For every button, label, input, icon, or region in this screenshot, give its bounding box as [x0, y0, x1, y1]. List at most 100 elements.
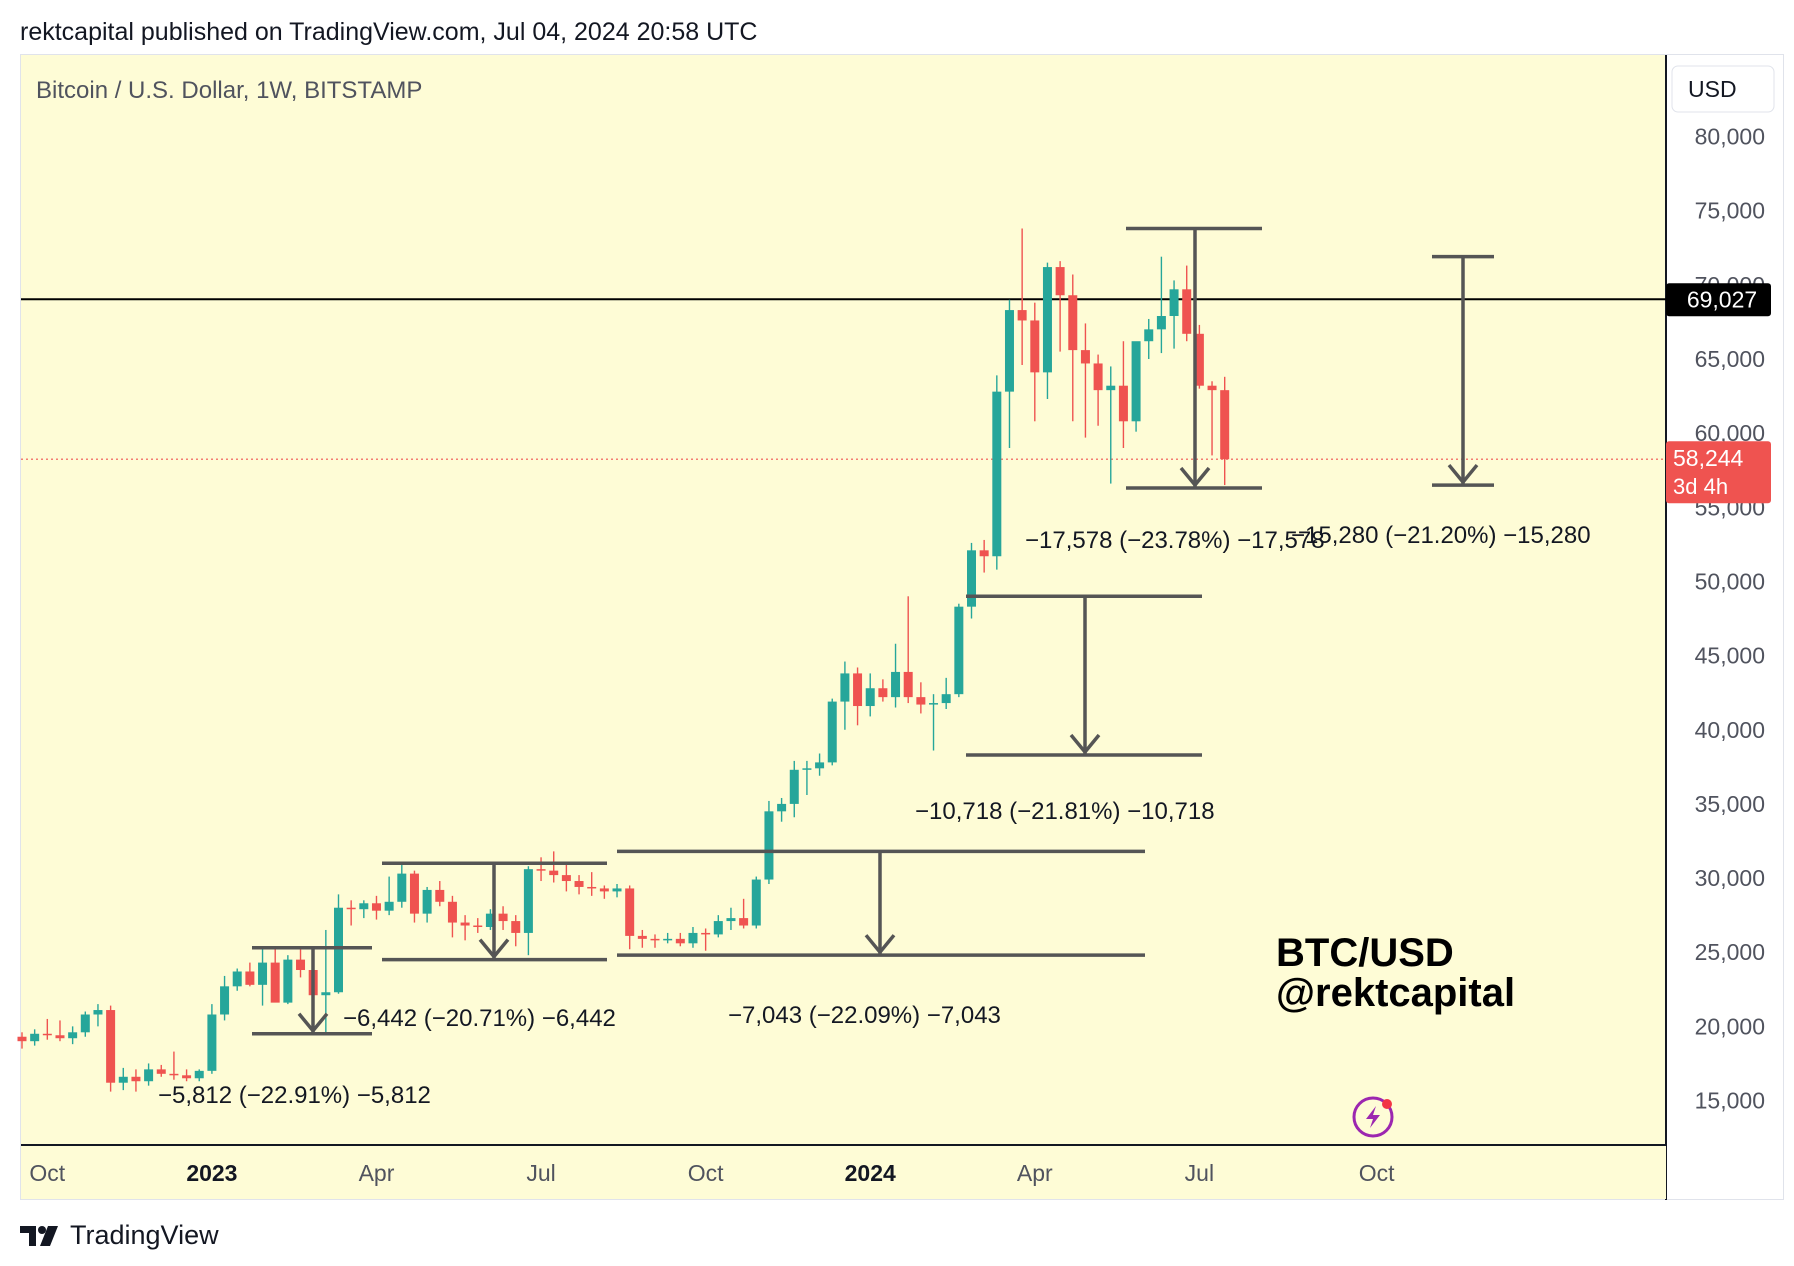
candle [536, 857, 546, 882]
range-arrow-head [297, 1012, 329, 1034]
candle-body [118, 1076, 128, 1083]
candle [891, 643, 901, 708]
candle-body [182, 1075, 192, 1079]
candle-body [397, 873, 407, 902]
last-price-badge-countdown: 3d 4h [1673, 474, 1728, 499]
candle [726, 907, 736, 930]
candle-body [599, 888, 609, 892]
candle-body [1017, 310, 1027, 321]
candle-body [929, 703, 939, 705]
candle [751, 876, 761, 929]
candle-body [561, 875, 571, 882]
candle-body [840, 673, 850, 702]
x-tick-label: 2023 [186, 1160, 237, 1186]
range-annotations: −5,812 (−22.91%) −5,812 −6,442 (−20.71%) … [158, 226, 1591, 1109]
candle-body [1182, 289, 1192, 334]
price-axis: 15,000 20,000 25,000 30,000 35,000 40,000 45,0… [1695, 124, 1765, 1114]
candle-body [941, 694, 951, 704]
candle [523, 866, 533, 956]
tradingview-footer[interactable]: TradingView [20, 1220, 219, 1251]
candle [941, 677, 951, 709]
candle [1004, 299, 1014, 448]
candle [878, 679, 888, 702]
candle [1106, 366, 1116, 484]
range-annotation[interactable]: −15,280 (−21.20%) −15,280 [1291, 254, 1591, 549]
candle [637, 929, 647, 948]
candle [409, 870, 419, 923]
range-label: −10,718 (−21.81%) −10,718 [915, 798, 1215, 825]
candle [17, 1032, 27, 1049]
candle [612, 883, 622, 898]
y-tick-label: 35,000 [1695, 791, 1765, 817]
x-tick-label: Apr [359, 1160, 395, 1186]
candle [1055, 261, 1065, 352]
candle-body [194, 1070, 204, 1079]
candle [283, 955, 293, 1005]
range-annotation[interactable]: −10,718 (−21.81%) −10,718 [915, 594, 1215, 825]
candle [1042, 262, 1052, 400]
y-tick-label: 20,000 [1695, 1013, 1765, 1039]
candle [1017, 228, 1027, 365]
candle-body [1080, 350, 1090, 364]
candle-body [536, 869, 546, 871]
candle-body [422, 889, 432, 914]
candle [296, 949, 306, 978]
candle-body [1131, 341, 1141, 422]
candle [384, 876, 394, 916]
candle-body [1093, 363, 1103, 391]
candle [903, 596, 913, 704]
candle [68, 1026, 78, 1045]
candle [979, 539, 989, 573]
candle [371, 895, 381, 920]
range-annotation[interactable]: −5,812 (−22.91%) −5,812 [158, 946, 431, 1109]
candle-body [878, 688, 888, 698]
range-annotation[interactable]: −17,578 (−23.78%) −17,578 [1025, 226, 1325, 554]
candle [460, 915, 470, 941]
candle-body [979, 550, 989, 557]
candle [827, 698, 837, 766]
y-tick-label: 45,000 [1695, 643, 1765, 669]
resistance-price-badge: 69,027 [1666, 283, 1771, 317]
candle-body [1156, 316, 1166, 330]
candle-body [574, 881, 584, 887]
footer-brand: TradingView [70, 1220, 219, 1250]
candle-body [1169, 289, 1179, 317]
candle [55, 1020, 65, 1042]
candle [435, 881, 445, 907]
candle-body [232, 971, 242, 987]
x-tick-label: Oct [688, 1160, 724, 1186]
candle-body [853, 673, 863, 707]
range-annotation[interactable]: −7,043 (−22.09%) −7,043 [617, 849, 1145, 1029]
candle [561, 861, 571, 892]
y-tick-label: 75,000 [1695, 198, 1765, 224]
publish-info: rektcapital published on TradingView.com… [20, 18, 758, 46]
candle-body [498, 913, 508, 922]
candle-body [473, 925, 483, 928]
candle [764, 800, 774, 884]
candle [1093, 354, 1103, 426]
lightning-icon[interactable] [1352, 1096, 1394, 1138]
currency-button[interactable]: USD [1671, 65, 1775, 113]
candle-body [447, 901, 457, 923]
candle-body [30, 1033, 40, 1042]
resistance-badge-label: 69,027 [1687, 286, 1757, 312]
candle-body [625, 888, 635, 936]
candle-body [701, 932, 711, 935]
range-annotation[interactable]: −6,442 (−20.71%) −6,442 [343, 861, 616, 1032]
candle [574, 875, 584, 895]
candle [1207, 381, 1217, 456]
candle [422, 886, 432, 923]
candle [701, 928, 711, 951]
time-axis-background [21, 1146, 1666, 1199]
candle-body [903, 671, 913, 698]
candle-body [663, 938, 673, 941]
range-arrow-head [1179, 466, 1211, 488]
candle [675, 932, 685, 947]
candle-body [296, 959, 306, 971]
candle-body [435, 889, 445, 902]
candle-body [334, 907, 343, 993]
candle-body [954, 606, 964, 695]
y-tick-label: 40,000 [1695, 717, 1765, 743]
candle-body [371, 903, 381, 911]
